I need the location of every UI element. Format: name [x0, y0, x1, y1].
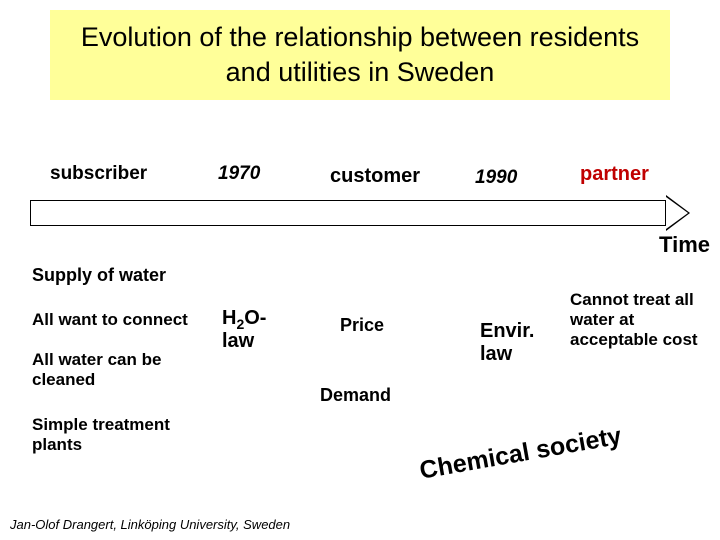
label-subscriber: subscriber — [50, 163, 147, 185]
simple-treatment-l1: Simple treatment — [32, 415, 170, 435]
label-customer: customer — [330, 165, 420, 188]
title-text: Evolution of the relationship between re… — [70, 20, 650, 90]
price-label: Price — [340, 315, 384, 336]
all-want-to-connect: All want to connect — [32, 310, 188, 330]
supply-of-water: Supply of water — [32, 265, 166, 286]
cannot-treat-l3: acceptable cost — [570, 330, 698, 350]
h2o-law-l2: law — [222, 330, 254, 353]
all-water-cleaned-l2: cleaned — [32, 370, 95, 390]
time-axis-label: Time — [659, 232, 710, 258]
label-year-1970: 1970 — [218, 163, 260, 185]
envir-law-l1: Envir. — [480, 320, 534, 343]
envir-law-l2: law — [480, 343, 512, 366]
timeline-arrow — [30, 200, 690, 226]
all-water-cleaned-l1: All water can be — [32, 350, 161, 370]
title-box: Evolution of the relationship between re… — [50, 10, 670, 100]
cannot-treat-l1: Cannot treat all — [570, 290, 694, 310]
simple-treatment-l2: plants — [32, 435, 82, 455]
label-partner: partner — [580, 163, 649, 186]
footer-attribution: Jan-Olof Drangert, Linköping University,… — [10, 517, 290, 532]
timeline-arrow-body — [30, 200, 666, 226]
cannot-treat-l2: water at — [570, 310, 634, 330]
chemical-society: Chemical society — [417, 422, 623, 486]
timeline-arrow-head-fill — [666, 197, 688, 229]
demand-label: Demand — [320, 385, 391, 406]
label-year-1990: 1990 — [475, 167, 517, 189]
h2o-law-l1: H2O- — [222, 307, 266, 332]
